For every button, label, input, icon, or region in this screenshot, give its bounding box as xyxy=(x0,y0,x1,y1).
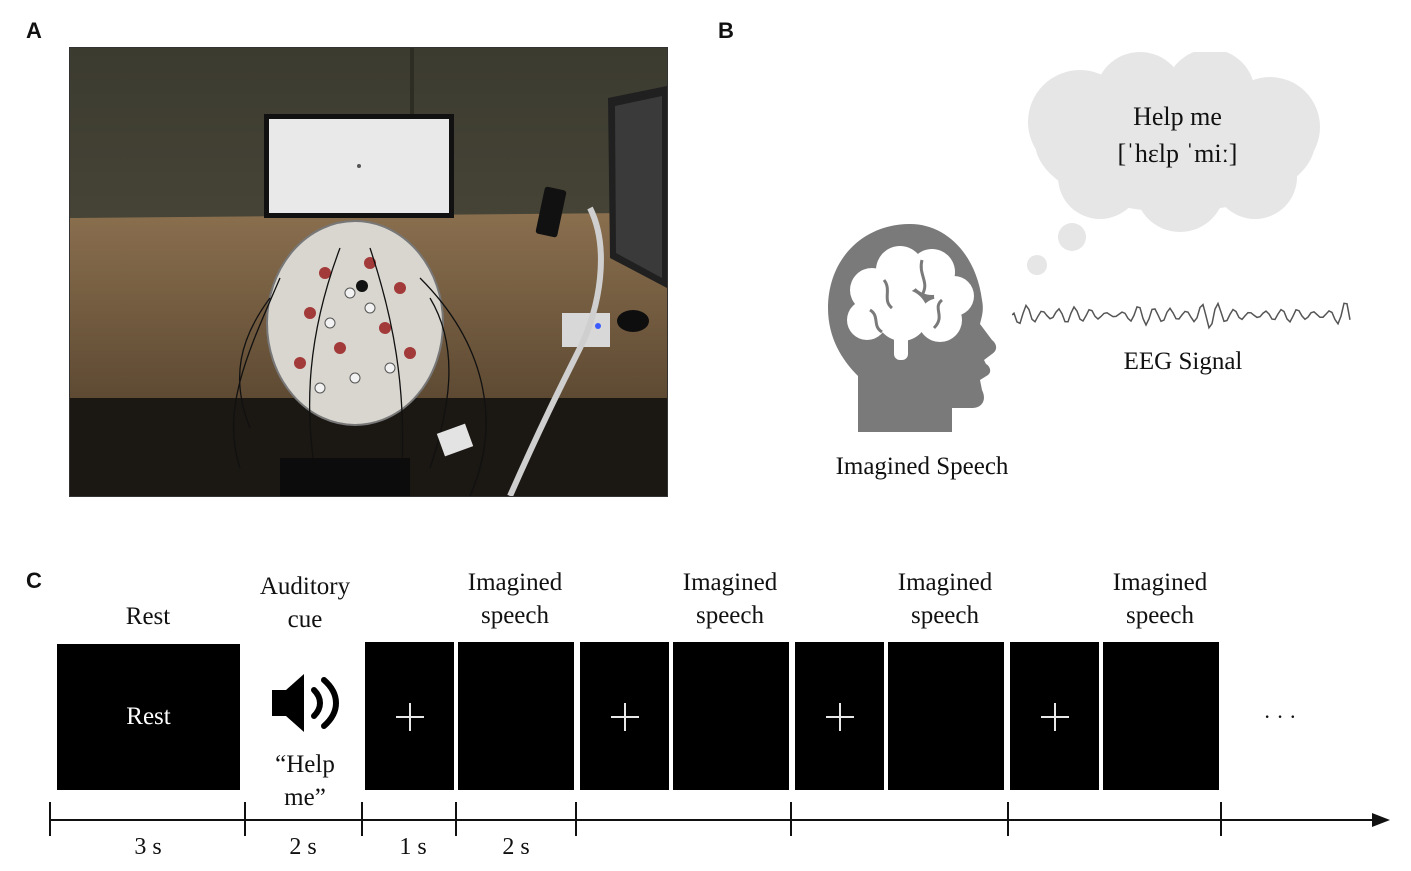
panel-label-a: A xyxy=(26,18,42,43)
thought-cloud-icon xyxy=(1027,52,1320,275)
fixation-cross-icon xyxy=(396,703,424,731)
auditory-cue-title-line2: cue xyxy=(287,606,323,633)
duration-imagery: 2 s xyxy=(502,834,530,860)
rest-screen-text: Rest xyxy=(126,703,171,730)
panel-label-b: B xyxy=(718,18,734,43)
duration-fixation: 1 s xyxy=(399,834,427,860)
auditory-cue-title-line1: Auditory xyxy=(259,573,351,600)
speaker-icon xyxy=(272,674,339,732)
fixation-cross-icon xyxy=(826,703,854,731)
panel-label-c: C xyxy=(26,568,42,593)
cue-quote-line1: “Help xyxy=(275,751,335,778)
trial-4-title-line2: speech xyxy=(1125,602,1195,629)
thought-text-phrase: Help me xyxy=(1133,102,1222,131)
imagery-screen-3 xyxy=(888,642,1004,790)
imagery-screen-2 xyxy=(673,642,789,790)
trial-4-title-line1: Imagined xyxy=(1112,569,1208,596)
rest-title: Rest xyxy=(125,603,171,630)
head-label: Imagined Speech xyxy=(835,453,1009,480)
fixation-screen-1 xyxy=(365,642,454,790)
fixation-screen-2 xyxy=(580,642,669,790)
duration-cue: 2 s xyxy=(289,834,317,860)
continuation-ellipsis: · · · xyxy=(1263,704,1297,729)
rest-screen: Rest xyxy=(57,644,240,790)
trial-2-title-line2: speech xyxy=(695,602,765,629)
trial-3-title-line2: speech xyxy=(910,602,980,629)
trial-2-title-line1: Imagined xyxy=(682,569,778,596)
thought-text-phonetic: [ˈhɛlp ˈmiː] xyxy=(1117,139,1238,168)
fixation-cross-icon xyxy=(611,703,639,731)
imagery-screen-1 xyxy=(458,642,574,790)
experiment-setup-illustration xyxy=(70,48,667,496)
eeg-signal-label: EEG Signal xyxy=(1123,348,1243,375)
trial-1-title-line2: speech xyxy=(480,602,550,629)
experiment-setup-photo xyxy=(69,47,668,497)
trial-1-title-line1: Imagined xyxy=(467,569,563,596)
eeg-signal-waveform xyxy=(1012,301,1351,330)
cue-quote-line2: me” xyxy=(284,784,326,811)
fixation-cross-icon xyxy=(1041,703,1069,731)
trial-3-title-line1: Imagined xyxy=(897,569,993,596)
head-brain-icon xyxy=(828,224,997,432)
duration-rest: 3 s xyxy=(134,834,162,860)
imagery-screen-4 xyxy=(1103,642,1219,790)
fixation-screen-4 xyxy=(1010,642,1099,790)
fixation-screen-3 xyxy=(795,642,884,790)
time-axis xyxy=(49,802,1390,836)
